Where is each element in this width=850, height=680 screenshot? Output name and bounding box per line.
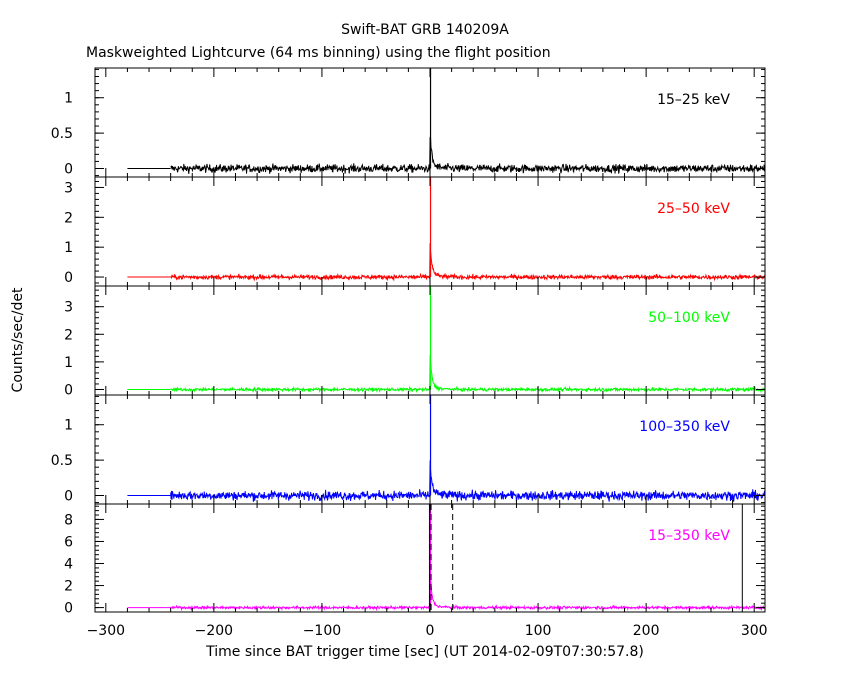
series-line [170, 572, 765, 612]
x-tick-label: 0 [426, 623, 435, 639]
band-label: 50–100 keV [648, 310, 730, 326]
y-tick-label: 1 [64, 240, 73, 256]
x-tick-label: −300 [87, 623, 125, 639]
y-tick-label: 0.5 [51, 453, 73, 469]
y-tick-label: 3 [64, 300, 73, 316]
y-tick-label: 0.5 [51, 126, 73, 142]
band-label: 15–25 keV [657, 92, 730, 108]
y-tick-label: 0 [64, 489, 73, 505]
series-line [170, 242, 765, 282]
series-line [170, 460, 765, 502]
chart-title: Swift-BAT GRB 140209A [341, 22, 509, 38]
y-tick-label: 0 [64, 270, 73, 286]
series-line [170, 136, 765, 174]
band-label: 100–350 keV [639, 419, 730, 435]
y-tick-label: 1 [64, 91, 73, 107]
y-axis-label: Counts/sec/det [10, 287, 26, 392]
y-tick-label: 8 [64, 512, 73, 528]
y-tick-label: 4 [64, 557, 73, 573]
y-tick-label: 0 [64, 601, 73, 617]
x-tick-label: 200 [633, 623, 660, 639]
x-tick-label: 300 [741, 623, 768, 639]
x-tick-label: −200 [195, 623, 233, 639]
y-tick-label: 2 [64, 210, 73, 226]
x-tick-label: 100 [525, 623, 552, 639]
chart-subtitle: Maskweighted Lightcurve (64 ms binning) … [86, 45, 551, 61]
y-tick-label: 3 [64, 180, 73, 196]
y-tick-label: 0 [64, 162, 73, 178]
y-tick-label: 6 [64, 534, 73, 550]
y-tick-label: 1 [64, 355, 73, 371]
x-axis-label: Time since BAT trigger time [sec] (UT 20… [205, 644, 644, 660]
y-tick-label: 2 [64, 327, 73, 343]
band-label: 25–50 keV [657, 201, 730, 217]
y-tick-label: 0 [64, 382, 73, 398]
band-label: 15–350 keV [648, 528, 730, 544]
x-tick-label: −100 [303, 623, 341, 639]
series-line [170, 355, 765, 394]
y-tick-label: 1 [64, 418, 73, 434]
y-tick-label: 2 [64, 579, 73, 595]
